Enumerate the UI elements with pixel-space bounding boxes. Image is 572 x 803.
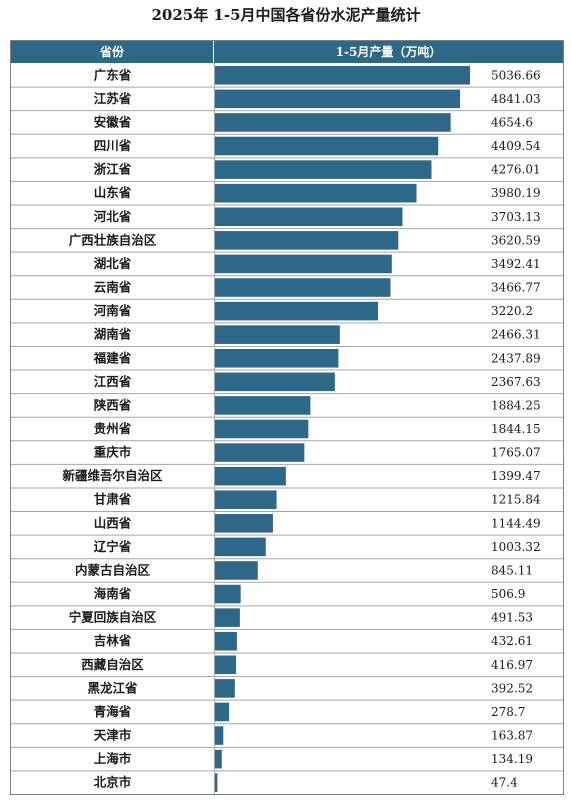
category-label: 云南省	[94, 280, 132, 295]
bar	[215, 278, 391, 297]
category-label: 湖北省	[94, 256, 132, 271]
value-label: 432.61	[491, 634, 533, 648]
value-label: 1399.47	[491, 469, 541, 483]
value-label: 1844.15	[491, 422, 541, 436]
value-label: 5036.66	[491, 68, 541, 82]
category-label: 山西省	[94, 515, 132, 530]
value-label: 47.4	[491, 776, 518, 790]
category-label: 青海省	[94, 704, 132, 719]
value-label: 1003.32	[491, 540, 541, 554]
value-label: 4841.03	[491, 92, 541, 106]
value-label: 491.53	[491, 611, 533, 625]
bar	[215, 537, 266, 557]
category-label: 陕西省	[94, 397, 132, 412]
value-label: 4409.54	[491, 139, 541, 153]
category-label: 浙江省	[94, 162, 132, 177]
bar	[215, 160, 432, 179]
bar	[215, 348, 339, 368]
category-label: 黑龙江省	[87, 680, 138, 695]
bar	[215, 561, 258, 580]
bar	[215, 207, 403, 227]
category-label: 甘肃省	[94, 492, 132, 507]
bar	[215, 490, 277, 510]
value-label: 506.9	[491, 587, 525, 601]
bar	[215, 443, 305, 462]
category-label: 广西壮族自治区	[69, 232, 157, 247]
header-province: 省份	[11, 41, 214, 63]
bar	[215, 608, 240, 627]
bar	[215, 325, 340, 344]
category-label: 江西省	[94, 374, 132, 389]
bar	[215, 702, 230, 722]
bar	[215, 466, 286, 486]
value-label: 1765.07	[491, 446, 541, 460]
bar	[215, 301, 379, 321]
value-label: 4276.01	[491, 163, 541, 177]
bar	[215, 136, 439, 156]
bar	[215, 631, 237, 651]
category-label: 吉林省	[94, 633, 132, 648]
category-label: 四川省	[94, 138, 132, 153]
category-label: 湖南省	[94, 327, 132, 342]
value-label: 2367.63	[491, 375, 541, 389]
bar	[215, 584, 241, 604]
category-label: 贵州省	[94, 421, 132, 436]
bar	[215, 679, 235, 698]
category-label: 福建省	[93, 350, 132, 365]
category-label: 河南省	[94, 303, 132, 318]
value-label: 3980.19	[491, 186, 541, 200]
value-label: 1144.49	[491, 516, 541, 530]
category-label: 宁夏回族自治区	[69, 610, 157, 625]
chart-title: 2025年 1-5月中国各省份水泥产量统计	[151, 6, 421, 24]
value-label: 3492.41	[491, 257, 541, 271]
value-label: 3466.77	[491, 281, 541, 295]
category-label: 广东省	[94, 67, 132, 82]
category-label: 内蒙古自治区	[75, 562, 151, 577]
value-label: 416.97	[491, 658, 533, 672]
bar	[215, 183, 417, 203]
bar	[215, 113, 451, 132]
value-label: 278.7	[491, 705, 525, 719]
header-output: 1-5月产量（万吨）	[335, 45, 442, 59]
category-label: 海南省	[94, 586, 132, 601]
value-label: 163.87	[491, 729, 533, 743]
category-label: 重庆市	[94, 445, 132, 460]
category-label: 北京市	[94, 775, 132, 790]
category-label: 上海市	[94, 751, 132, 766]
bar	[215, 372, 335, 392]
value-label: 3703.13	[491, 210, 541, 224]
category-label: 天津市	[94, 728, 132, 743]
bar	[215, 66, 470, 85]
value-label: 3620.59	[491, 233, 541, 247]
bar-chart: 广东省 5036.66 江苏省 4841.03 安徽省 4654.6 四川省 4409.54 浙…	[11, 63, 563, 794]
value-label: 4654.6	[491, 115, 533, 129]
bar	[215, 514, 273, 533]
category-label: 江苏省	[94, 91, 132, 106]
category-label: 河北省	[94, 209, 132, 224]
value-label: 845.11	[491, 563, 533, 577]
value-label: 392.52	[491, 681, 533, 695]
category-label: 辽宁省	[94, 539, 132, 554]
bar	[215, 726, 224, 745]
category-label: 新疆维吾尔自治区	[62, 468, 163, 483]
value-label: 1215.84	[491, 493, 541, 507]
data-table: 省份 1-5月产量（万吨） 广东省 5036.66 江苏省 4841.03 安徽省 465…	[10, 40, 564, 795]
table-header: 省份 1-5月产量（万吨）	[11, 41, 563, 63]
value-label: 1884.25	[491, 398, 541, 412]
category-label: 西藏自治区	[81, 657, 144, 672]
bar	[215, 773, 218, 792]
value-label: 2437.89	[491, 351, 541, 365]
bar	[215, 396, 311, 415]
bar	[215, 655, 237, 675]
value-label: 134.19	[491, 752, 533, 766]
value-label: 3220.2	[491, 304, 533, 318]
value-label: 2466.31	[491, 328, 541, 342]
bar	[215, 749, 222, 769]
bar	[215, 89, 461, 109]
category-label: 安徽省	[94, 114, 132, 129]
category-label: 山东省	[94, 185, 132, 200]
bar	[215, 254, 392, 274]
bar	[215, 231, 399, 250]
bar	[215, 419, 309, 439]
